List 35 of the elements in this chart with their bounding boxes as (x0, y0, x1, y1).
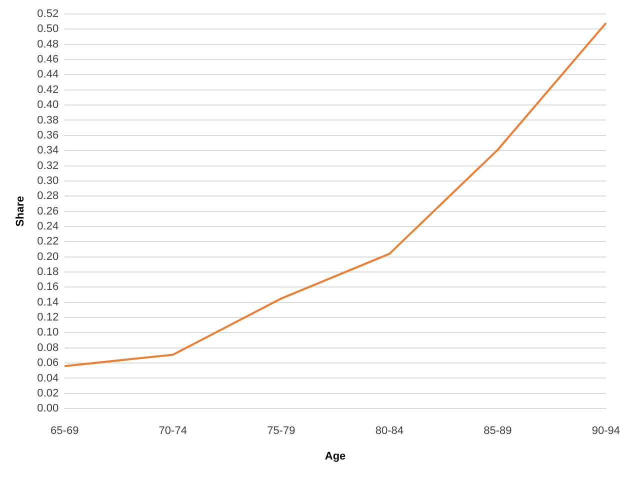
y-tick-label: 0.02 (37, 387, 59, 400)
y-tick-label: 0.38 (37, 114, 59, 126)
y-tick-label: 0.26 (37, 205, 59, 218)
y-tick-label: 0.30 (37, 174, 59, 187)
y-tick-label: 0.14 (37, 296, 59, 308)
y-tick-label: 0.08 (37, 342, 59, 354)
y-tick-label: 0.40 (37, 99, 59, 112)
y-tick-label: 0.42 (37, 84, 59, 96)
y-tick-label: 0.34 (37, 144, 59, 157)
y-tick-label: 0.24 (37, 220, 59, 233)
y-tick-label: 0.18 (37, 266, 59, 278)
x-tick-label: 90-94 (592, 425, 620, 438)
y-tick-label: 0.20 (37, 250, 59, 263)
y-tick-label: 0.22 (37, 236, 59, 248)
y-tick-label: 0.48 (37, 38, 59, 50)
y-tick-label: 0.44 (37, 68, 59, 81)
y-tick-label: 0.10 (37, 326, 59, 339)
y-tick-label: 0.04 (37, 372, 59, 384)
y-tick-label: 0.16 (37, 281, 59, 294)
y-tick-label: 0.06 (37, 357, 59, 370)
y-tick-label: 0.52 (37, 8, 59, 20)
x-tick-label: 80-84 (375, 425, 404, 438)
y-tick-label: 0.00 (37, 402, 59, 415)
y-tick-label: 0.36 (37, 129, 59, 142)
x-axis-title: Age (324, 450, 346, 462)
x-tick-label: 75-79 (267, 425, 296, 438)
y-axis-title: Share (14, 196, 27, 227)
y-tick-label: 0.46 (37, 54, 59, 66)
x-tick-label: 85-89 (484, 425, 512, 438)
x-tick-label: 65-69 (50, 425, 79, 438)
y-tick-label: 0.50 (37, 23, 59, 36)
y-tick-label: 0.28 (37, 190, 59, 202)
y-tick-label: 0.12 (37, 312, 59, 324)
x-tick-label: 70-74 (158, 425, 187, 438)
y-tick-label: 0.32 (37, 160, 59, 172)
